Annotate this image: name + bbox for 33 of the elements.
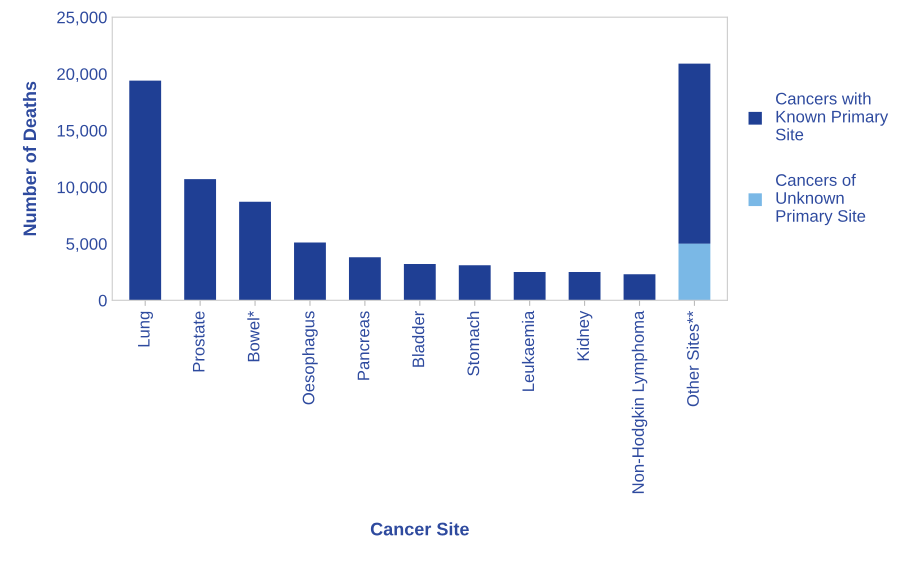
bar bbox=[348, 257, 381, 300]
x-tick-label: Prostate bbox=[192, 311, 205, 372]
x-tick-label: Kidney bbox=[576, 310, 592, 360]
x-axis-title: Cancer Site bbox=[370, 522, 469, 536]
y-axis-title: Number of Deaths bbox=[22, 82, 36, 236]
bar bbox=[514, 272, 546, 300]
x-tick-label: Stomach bbox=[466, 312, 480, 376]
bar bbox=[678, 244, 710, 300]
x-tick-label: Bladder bbox=[412, 310, 424, 367]
y-tick-label: 20,000 bbox=[57, 68, 107, 82]
bar bbox=[184, 179, 216, 300]
x-tick-label: Non-Hodgkin Lymphoma bbox=[632, 310, 648, 494]
y-tick-label: 25,000 bbox=[57, 12, 107, 26]
legend-label: Cancers of Unknown Primary Site bbox=[776, 174, 866, 226]
legend-label: Cancers with Known Primary Site bbox=[776, 92, 888, 140]
bar bbox=[678, 64, 710, 244]
bar bbox=[568, 272, 601, 300]
x-tick-label: Other Sites** bbox=[686, 310, 699, 406]
bar bbox=[624, 274, 656, 300]
bar bbox=[458, 265, 491, 300]
y-tick-label: 15,000 bbox=[58, 124, 107, 139]
bar bbox=[239, 202, 271, 300]
x-tick-label: Lung bbox=[138, 312, 153, 346]
y-tick-label: 10,000 bbox=[58, 181, 107, 196]
x-tick-label: Leukaemia bbox=[522, 310, 534, 391]
bar bbox=[129, 80, 162, 300]
y-tick-label: 5,000 bbox=[66, 238, 107, 252]
bar bbox=[294, 242, 326, 300]
x-tick-label: Pancreas bbox=[358, 311, 370, 380]
x-tick-label: Bowel* bbox=[247, 310, 260, 362]
bar bbox=[404, 264, 436, 300]
y-tick-label: 0 bbox=[98, 294, 107, 307]
x-tick-label: Oesophagus bbox=[302, 311, 318, 404]
